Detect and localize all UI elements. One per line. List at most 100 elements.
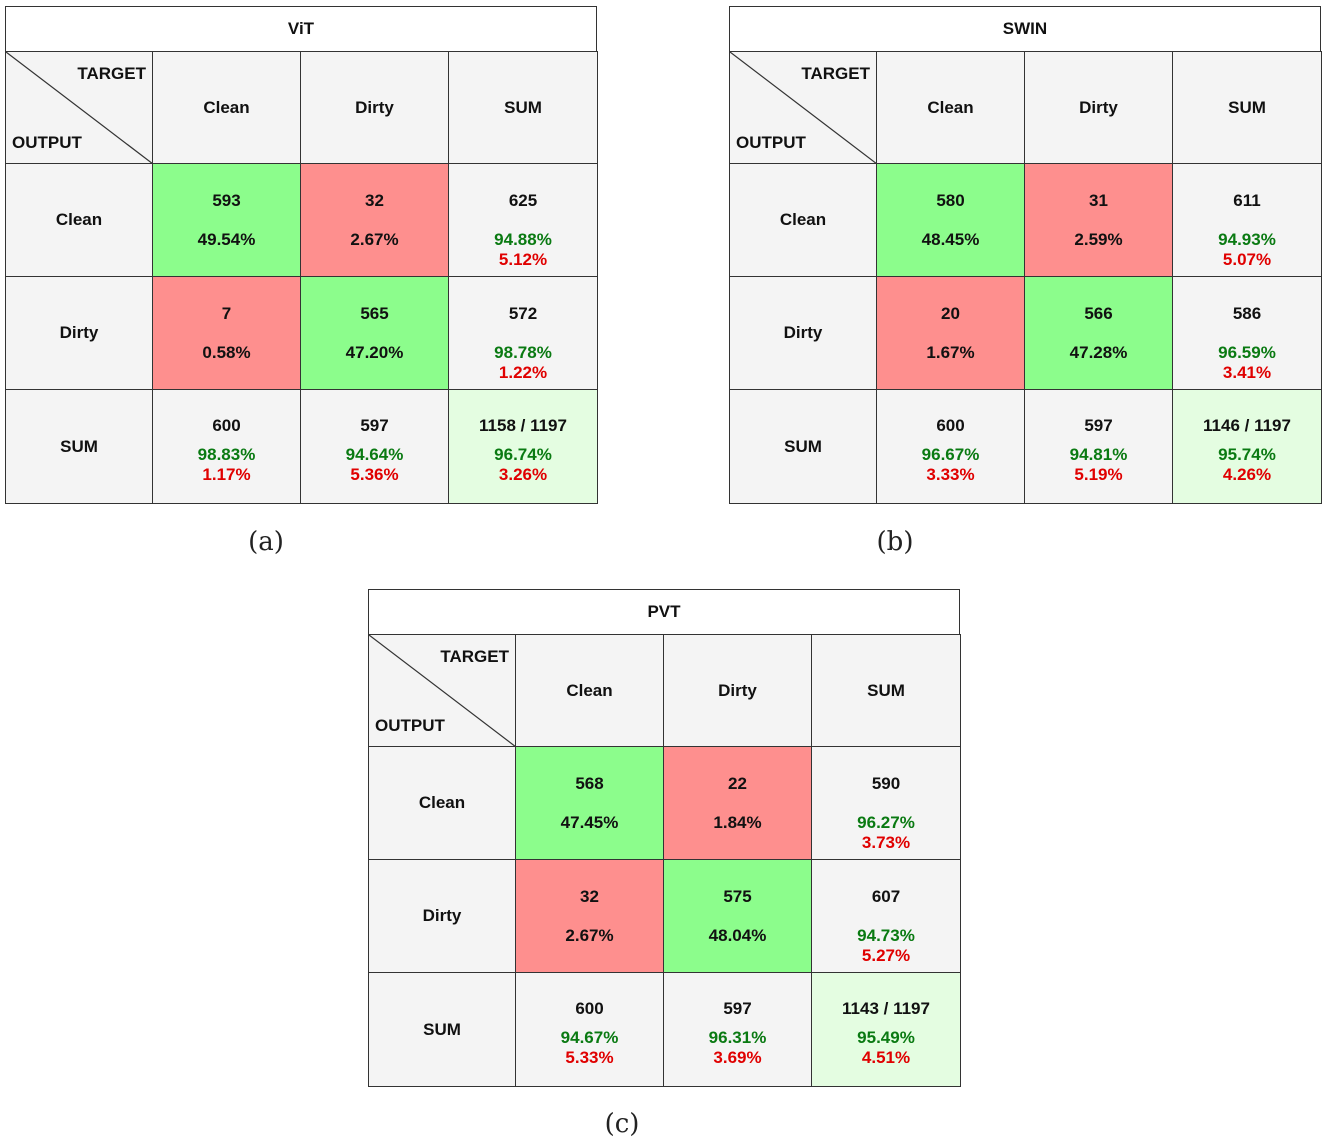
cell-accuracy: 96.27% <box>857 812 915 832</box>
cell-accuracy: 96.67% <box>921 445 980 464</box>
corner-diagonal <box>369 635 516 747</box>
matrix-cell: 586 96.59% 3.41% <box>1172 276 1322 390</box>
cell-count: 575 <box>723 886 752 906</box>
column-header: SUM <box>811 634 961 747</box>
cell-count: 1143 / 1197 <box>842 999 930 1018</box>
cell-count: 586 <box>1232 303 1262 323</box>
row-header: SUM <box>368 972 516 1087</box>
output-label: OUTPUT <box>736 133 806 152</box>
column-header: Dirty <box>663 634 812 747</box>
cell-percentage: 48.04% <box>708 925 767 945</box>
cell-count: 565 <box>360 303 389 323</box>
matrix-cell: 565 47.20% <box>300 276 449 390</box>
cell-error-rate: 3.26% <box>498 465 548 484</box>
matrix-cell: 600 98.83% 1.17% <box>152 389 301 504</box>
matrix-cell: 572 98.78% 1.22% <box>448 276 598 390</box>
cell-accuracy: 96.31% <box>708 1028 767 1047</box>
matrix-cell: 1158 / 1197 96.74% 3.26% <box>448 389 598 504</box>
row-header: Dirty <box>368 859 516 973</box>
cell-count: 1158 / 1197 <box>479 416 567 435</box>
matrix-title: PVT <box>368 589 960 635</box>
cell-count: 597 <box>1084 416 1113 435</box>
cell-count: 597 <box>360 416 389 435</box>
cell-accuracy: 95.49% <box>857 1028 915 1047</box>
matrix-cell: 580 48.45% <box>876 163 1025 277</box>
target-label: TARGET <box>440 647 509 666</box>
row-header: Clean <box>368 746 516 860</box>
matrix-cell: 597 96.31% 3.69% <box>663 972 812 1087</box>
matrix-title: SWIN <box>729 6 1321 52</box>
cell-percentage: 1.84% <box>713 812 762 832</box>
matrix-cell: 611 94.93% 5.07% <box>1172 163 1322 277</box>
column-header: Clean <box>515 634 664 747</box>
cell-count: 611 <box>1233 190 1261 210</box>
matrix-cell: 20 1.67% <box>876 276 1025 390</box>
cell-accuracy: 96.74% <box>494 445 552 464</box>
cell-accuracy: 95.74% <box>1218 445 1276 464</box>
column-header: Clean <box>876 51 1025 164</box>
cell-percentage: 48.45% <box>921 229 980 249</box>
column-header: SUM <box>448 51 598 164</box>
matrix-cell: 7 0.58% <box>152 276 301 390</box>
matrix-cell: 625 94.88% 5.12% <box>448 163 598 277</box>
cell-count: 600 <box>936 416 965 435</box>
cell-error-rate: 4.51% <box>861 1048 911 1067</box>
cell-error-rate: 5.19% <box>1074 465 1123 484</box>
matrix-cell: 590 96.27% 3.73% <box>811 746 961 860</box>
cell-error-rate: 3.73% <box>861 832 911 852</box>
cell-count: 1146 / 1197 <box>1203 416 1291 435</box>
row-header: SUM <box>729 389 877 504</box>
cell-count: 580 <box>936 190 965 210</box>
cell-accuracy: 94.93% <box>1218 229 1276 249</box>
matrix-cell: 1146 / 1197 95.74% 4.26% <box>1172 389 1322 504</box>
cell-accuracy: 94.67% <box>560 1028 619 1047</box>
matrix-cell: 32 2.67% <box>300 163 449 277</box>
cell-percentage: 47.45% <box>560 812 619 832</box>
cell-count: 597 <box>723 999 752 1018</box>
cell-accuracy: 94.81% <box>1069 445 1128 464</box>
cell-accuracy: 96.59% <box>1218 342 1276 362</box>
cell-count: 566 <box>1084 303 1113 323</box>
target-label: TARGET <box>77 64 146 83</box>
column-header: SUM <box>1172 51 1322 164</box>
cell-error-rate: 5.36% <box>350 465 399 484</box>
cell-accuracy: 94.73% <box>857 925 915 945</box>
cell-error-rate: 3.69% <box>713 1048 762 1067</box>
confusion-matrix-panel: SWIN TARGET OUTPUT Clean Dirty SUM Clean Dirty S… <box>729 6 1322 504</box>
panel-label: (a) <box>248 527 284 557</box>
cell-error-rate: 5.07% <box>1222 249 1272 269</box>
cell-count: 7 <box>221 303 232 323</box>
cell-count: 600 <box>212 416 241 435</box>
row-header: Dirty <box>5 276 153 390</box>
cell-percentage: 2.59% <box>1074 229 1123 249</box>
panel-label: (c) <box>604 1109 640 1139</box>
matrix-cell: 568 47.45% <box>515 746 664 860</box>
cell-accuracy: 94.88% <box>494 229 552 249</box>
cell-percentage: 49.54% <box>197 229 256 249</box>
row-header: Dirty <box>729 276 877 390</box>
matrix-cell: 575 48.04% <box>663 859 812 973</box>
cell-percentage: 47.20% <box>345 342 404 362</box>
cell-count: 31 <box>1089 190 1108 210</box>
matrix-cell: 593 49.54% <box>152 163 301 277</box>
cell-count: 32 <box>580 886 599 906</box>
column-header: Dirty <box>300 51 449 164</box>
cell-error-rate: 4.26% <box>1222 465 1272 484</box>
confusion-matrix-panel: PVT TARGET OUTPUT Clean Dirty SUM Clean Dirty SU… <box>368 589 961 1087</box>
matrix-cell: 597 94.81% 5.19% <box>1024 389 1173 504</box>
cell-percentage: 47.28% <box>1069 342 1128 362</box>
matrix-cell: 600 96.67% 3.33% <box>876 389 1025 504</box>
cell-count: 625 <box>508 190 538 210</box>
cell-count: 568 <box>575 773 604 793</box>
cell-error-rate: 3.41% <box>1222 362 1272 382</box>
cell-accuracy: 98.83% <box>197 445 256 464</box>
row-header: Clean <box>729 163 877 277</box>
corner-diagonal <box>730 52 877 164</box>
cell-count: 22 <box>728 773 747 793</box>
cell-accuracy: 98.78% <box>494 342 552 362</box>
corner-diagonal <box>6 52 153 164</box>
cell-count: 593 <box>212 190 241 210</box>
cell-count: 572 <box>508 303 538 323</box>
matrix-cell: 31 2.59% <box>1024 163 1173 277</box>
cell-count: 32 <box>365 190 384 210</box>
